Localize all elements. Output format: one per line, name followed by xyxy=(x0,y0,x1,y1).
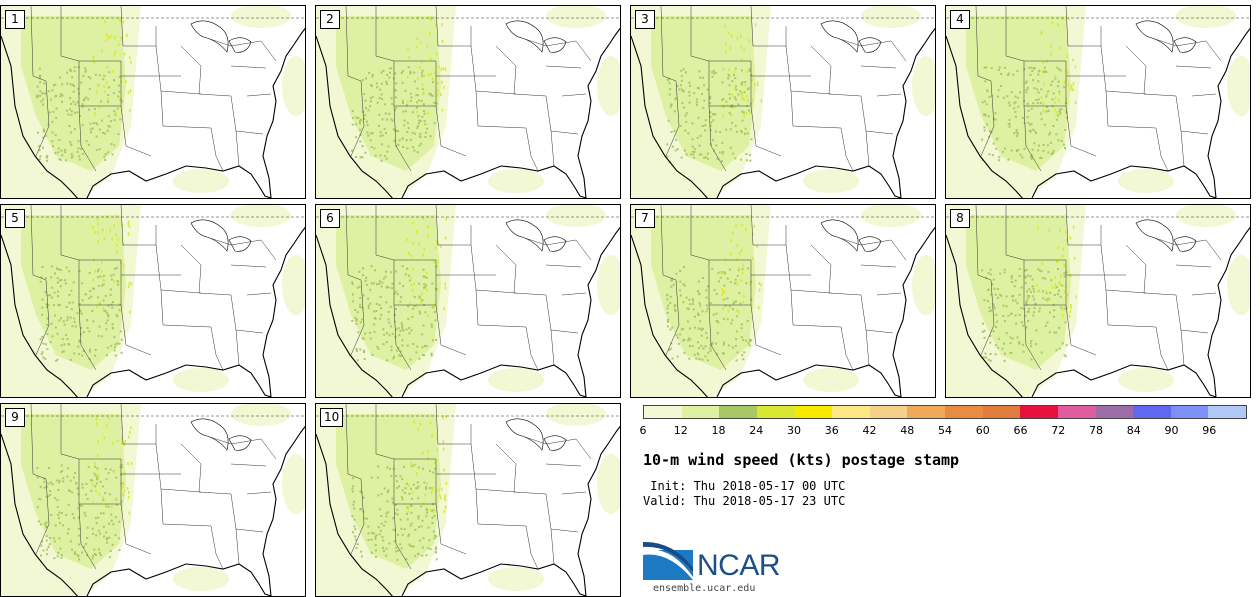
map-graphic xyxy=(1,404,305,596)
site-url: ensemble.ucar.edu xyxy=(653,583,756,594)
colorbar-segment xyxy=(832,406,870,418)
map-graphic xyxy=(946,6,1250,198)
map-graphic xyxy=(316,404,620,596)
member-panel-2: 2 xyxy=(315,5,621,199)
colorbar-segment xyxy=(719,406,757,418)
colorbar-segment xyxy=(869,406,908,418)
panel-label: 2 xyxy=(320,10,340,29)
panel-label: 10 xyxy=(320,408,344,427)
member-panel-3: 3 xyxy=(630,5,936,199)
colorbar-tick-label: 24 xyxy=(749,424,764,437)
colorbar-segment xyxy=(756,406,795,418)
panel-label: 3 xyxy=(635,10,655,29)
member-panel-9: 9 xyxy=(0,403,306,597)
colorbar-tick-label: 96 xyxy=(1202,424,1217,437)
map-graphic xyxy=(1,6,305,198)
colorbar xyxy=(643,405,1247,419)
map-graphic xyxy=(1,205,305,397)
panel-label: 1 xyxy=(5,10,25,29)
colorbar-segment xyxy=(1020,406,1058,418)
colorbar-segment xyxy=(1170,406,1209,418)
colorbar-segment xyxy=(644,406,682,418)
member-panel-4: 4 xyxy=(945,5,1251,199)
colorbar-tick-label: 66 xyxy=(1013,424,1028,437)
colorbar-segment xyxy=(1208,406,1246,418)
map-graphic xyxy=(316,6,620,198)
ncar-logo-text: NCAR xyxy=(697,549,781,582)
member-panel-6: 6 xyxy=(315,204,621,398)
colorbar-tick-label: 78 xyxy=(1089,424,1103,437)
colorbar-segment xyxy=(1057,406,1096,418)
map-graphic xyxy=(946,205,1250,397)
colorbar-tick-label: 84 xyxy=(1126,424,1141,437)
colorbar-segment xyxy=(1095,406,1134,418)
panel-label: 9 xyxy=(5,408,25,427)
init-time: Init: Thu 2018-05-17 00 UTC xyxy=(643,479,846,493)
colorbar-tick-label: 6 xyxy=(639,424,647,437)
colorbar-tick-label: 90 xyxy=(1164,424,1179,437)
colorbar-segment xyxy=(1133,406,1171,418)
member-panel-1: 1 xyxy=(0,5,306,199)
colorbar-ticks: 6 12 18 24 30 36 42 48 54 60 66 72 78 84 90 96 xyxy=(639,424,1247,438)
colorbar-tick-label: 54 xyxy=(938,424,952,437)
panel-label: 5 xyxy=(5,209,25,228)
colorbar-segment xyxy=(907,406,945,418)
member-panel-10: 10 xyxy=(315,403,621,597)
colorbar-tick-label: 48 xyxy=(900,424,915,437)
colorbar-tick-label: 42 xyxy=(862,424,877,437)
panel-label: 8 xyxy=(950,209,970,228)
valid-time: Valid: Thu 2018-05-17 23 UTC xyxy=(643,494,846,508)
map-graphic xyxy=(631,205,935,397)
colorbar-segment xyxy=(794,406,833,418)
panel-label: 7 xyxy=(635,209,655,228)
panel-label: 4 xyxy=(950,10,970,29)
colorbar-tick-label: 12 xyxy=(673,424,688,437)
colorbar-segment xyxy=(945,406,983,418)
member-panel-5: 5 xyxy=(0,204,306,398)
map-graphic xyxy=(316,205,620,397)
ncar-logo xyxy=(643,541,693,580)
map-graphic xyxy=(631,6,935,198)
colorbar-segment xyxy=(982,406,1021,418)
member-panel-7: 7 xyxy=(630,204,936,398)
colorbar-tick-label: 72 xyxy=(1051,424,1066,437)
colorbar-tick-label: 30 xyxy=(787,424,801,437)
colorbar-segment xyxy=(681,406,720,418)
colorbar-tick-label: 36 xyxy=(824,424,839,437)
colorbar-tick-label: 60 xyxy=(975,424,990,437)
panel-label: 6 xyxy=(320,209,340,228)
colorbar-tick-label: 18 xyxy=(711,424,726,437)
member-panel-8: 8 xyxy=(945,204,1251,398)
plot-title: 10-m wind speed (kts) postage stamp xyxy=(643,451,960,469)
